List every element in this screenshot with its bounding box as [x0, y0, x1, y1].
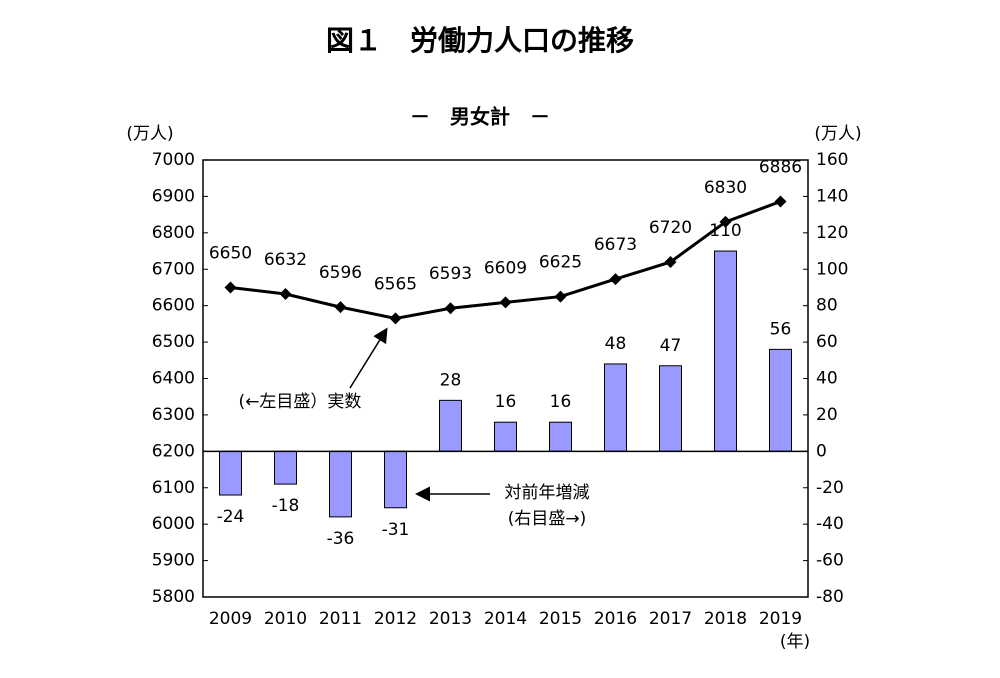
marker	[444, 302, 457, 315]
data-label: 28	[440, 370, 462, 390]
marker	[334, 301, 347, 314]
y-tick-label: 5900	[152, 551, 195, 571]
x-tick-label: 2016	[594, 609, 637, 629]
marker	[389, 312, 402, 325]
data-label: 6650	[209, 243, 252, 263]
x-tick-label: 2015	[539, 609, 582, 629]
y-tick-label: 6100	[152, 478, 195, 498]
data-label: -31	[382, 520, 410, 540]
data-label: 47	[660, 336, 682, 356]
y-tick-label: 6900	[152, 186, 195, 206]
y2-tick-label: 0	[816, 441, 827, 461]
y-axis-label: (万人)	[126, 124, 173, 144]
y2-tick-label: 20	[816, 405, 838, 425]
y2-tick-label: -20	[816, 478, 844, 498]
bar	[549, 421, 572, 452]
y2-tick-label: 160	[816, 150, 848, 170]
y-tick-label: 7000	[152, 150, 195, 170]
y2-axis-label: (万人)	[814, 124, 861, 144]
marker	[664, 255, 677, 268]
marker	[774, 195, 787, 208]
y2-tick-label: -40	[816, 514, 844, 534]
y2-tick-label: 80	[816, 296, 838, 316]
y2-tick-label: 60	[816, 332, 838, 352]
y2-tick-label: 100	[816, 259, 848, 279]
chart-subtitle: － 男女計 －	[410, 105, 550, 129]
x-tick-label: 2018	[704, 609, 747, 629]
data-label: -24	[217, 507, 245, 527]
bar	[439, 399, 462, 452]
bar	[604, 363, 627, 452]
marker	[279, 288, 292, 301]
data-label: 16	[550, 392, 572, 412]
data-label: 6593	[429, 264, 472, 284]
bar	[384, 450, 407, 509]
marker	[609, 273, 622, 286]
marker	[719, 215, 732, 228]
data-label: 6830	[704, 178, 747, 198]
bar	[714, 250, 737, 452]
annotation: (右目盛→)	[508, 509, 587, 529]
data-label: 6673	[594, 235, 637, 255]
x-tick-label: 2017	[649, 609, 692, 629]
data-label: 16	[495, 392, 517, 412]
data-label: 6565	[374, 274, 417, 294]
y-tick-label: 6000	[152, 514, 195, 534]
data-label: 6609	[484, 258, 527, 278]
bar	[329, 450, 352, 518]
x-tick-label: 2011	[319, 609, 362, 629]
annotation-arrow	[349, 327, 388, 389]
data-label: 6625	[539, 253, 582, 273]
x-tick-label: 2012	[374, 609, 417, 629]
y2-tick-label: 120	[816, 223, 848, 243]
marker	[499, 296, 512, 309]
marker	[554, 290, 567, 303]
y-tick-label: 6500	[152, 332, 195, 352]
x-tick-label: 2010	[264, 609, 307, 629]
y2-tick-label: 140	[816, 186, 848, 206]
x-tick-label: 2019	[759, 609, 802, 629]
data-label: 6720	[649, 218, 692, 238]
y-tick-label: 6700	[152, 259, 195, 279]
y-tick-label: 6300	[152, 405, 195, 425]
y-tick-label: 6400	[152, 369, 195, 389]
x-axis-label: (年)	[780, 632, 810, 652]
y2-tick-label: 40	[816, 369, 838, 389]
data-label: -18	[272, 496, 300, 516]
y-tick-label: 6800	[152, 223, 195, 243]
annotation: (←左目盛）実数	[239, 392, 362, 412]
data-label: -36	[327, 529, 355, 549]
y-tick-label: 6600	[152, 296, 195, 316]
chart-title: 図１ 労働力人口の推移	[326, 24, 634, 57]
x-tick-label: 2013	[429, 609, 472, 629]
data-label: 56	[770, 319, 792, 339]
data-label: 6886	[759, 158, 802, 178]
marker	[224, 281, 237, 294]
data-label: 6632	[264, 250, 307, 270]
y2-tick-label: -60	[816, 551, 844, 571]
y-tick-label: 5800	[152, 587, 195, 607]
bar	[769, 348, 792, 452]
bar	[659, 365, 682, 452]
data-label: 6596	[319, 263, 362, 283]
bar	[274, 450, 297, 485]
x-tick-label: 2009	[209, 609, 252, 629]
y-tick-label: 6200	[152, 441, 195, 461]
bar	[219, 450, 242, 496]
data-label: 48	[605, 334, 627, 354]
x-tick-label: 2014	[484, 609, 527, 629]
annotation: 対前年増減	[505, 483, 590, 503]
y2-tick-label: -80	[816, 587, 844, 607]
bar	[494, 421, 517, 452]
